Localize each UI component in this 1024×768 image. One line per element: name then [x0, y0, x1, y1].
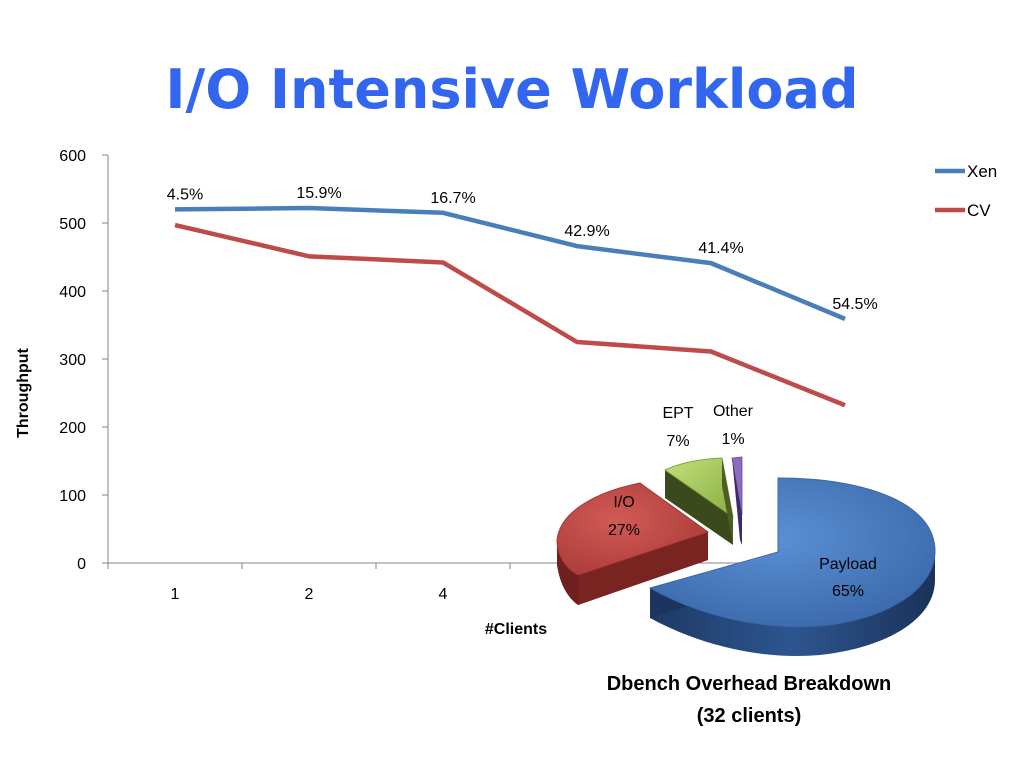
data-label: 4.5% — [167, 186, 203, 203]
data-label: 54.5% — [832, 296, 877, 313]
legend: Xen CV — [935, 162, 997, 220]
y-tick-label: 600 — [59, 148, 86, 165]
pie-label-io-value: 27% — [608, 522, 640, 539]
data-label: 41.4% — [698, 240, 743, 257]
y-axis-title: Throughput — [15, 347, 32, 437]
series-lines — [174, 205, 846, 408]
pie-label-payload-name: Payload — [819, 556, 877, 573]
data-label: 15.9% — [296, 185, 341, 202]
x-tick-label: 1 — [171, 586, 180, 603]
y-tick-labels: 0 100 200 300 400 500 600 — [59, 148, 86, 573]
pie-label-other-value: 1% — [721, 431, 744, 448]
pie-label-io-name: I/O — [613, 494, 634, 511]
x-tick-label: 4 — [439, 586, 448, 603]
series-line-cv — [174, 222, 846, 408]
pie-label-other-name: Other — [713, 403, 754, 420]
slide-title: I/O Intensive Workload — [165, 58, 859, 121]
x-tick-labels: 1 2 4 — [171, 586, 448, 603]
data-label: 16.7% — [430, 190, 475, 207]
x-tick-label: 2 — [305, 586, 314, 603]
y-tick-label: 0 — [77, 556, 86, 573]
y-tick-label: 100 — [59, 488, 86, 505]
pie-slice-payload — [648, 477, 936, 656]
pie-chart: Payload 65% I/O 27% EPT 7% Other 1% Dben… — [556, 403, 936, 727]
y-tick-label: 500 — [59, 216, 86, 233]
pie-title: Dbench Overhead Breakdown — [607, 673, 892, 695]
series-line-xen — [174, 205, 846, 321]
legend-label-xen: Xen — [967, 162, 997, 181]
pie-slice-other — [731, 456, 743, 545]
pie-label-ept-name: EPT — [662, 405, 693, 422]
y-tick-label: 400 — [59, 284, 86, 301]
pie-slice-ept — [663, 457, 734, 545]
x-axis-title: #Clients — [485, 621, 547, 638]
y-tick-label: 300 — [59, 352, 86, 369]
pie-slice-io — [556, 482, 710, 605]
y-tick-label: 200 — [59, 420, 86, 437]
legend-label-cv: CV — [967, 201, 991, 220]
data-label: 42.9% — [564, 223, 609, 240]
pie-label-ept-value: 7% — [666, 433, 689, 450]
pie-subtitle: (32 clients) — [697, 705, 801, 727]
data-labels: 4.5% 15.9% 16.7% 42.9% 41.4% 54.5% — [167, 185, 878, 313]
pie-label-payload-value: 65% — [832, 583, 864, 600]
